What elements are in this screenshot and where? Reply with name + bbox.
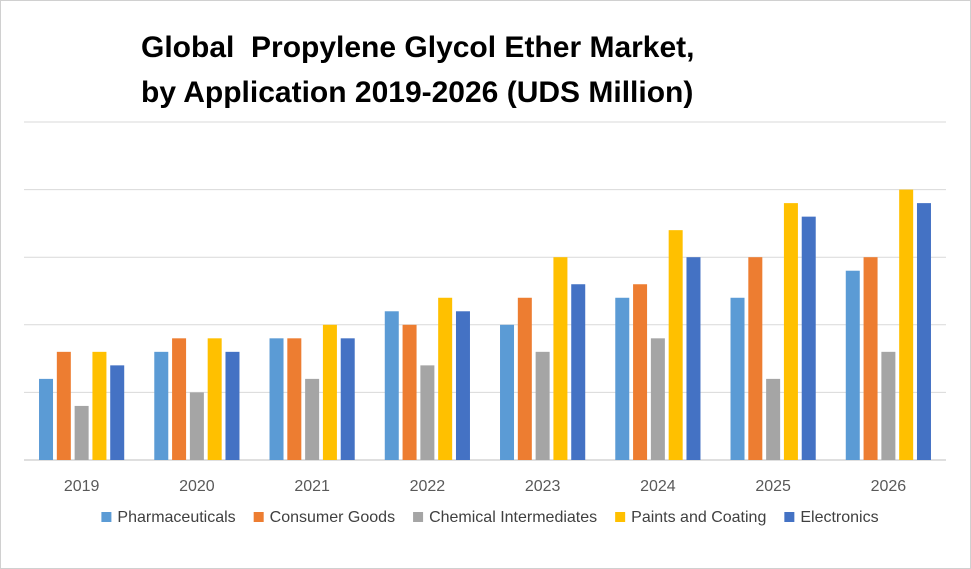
bar-chemical-intermediates-2026 (881, 351, 896, 460)
bar-pharmaceuticals-2026 (845, 270, 860, 460)
bar-electronics-2024 (686, 257, 701, 460)
bar-paints-and-coating-2026 (899, 189, 914, 460)
x-tick-label: 2023 (525, 478, 561, 495)
bar-chemical-intermediates-2020 (189, 392, 204, 460)
bar-electronics-2025 (801, 216, 816, 460)
bar-pharmaceuticals-2022 (384, 311, 399, 460)
bar-pharmaceuticals-2020 (154, 351, 169, 460)
bar-chemical-intermediates-2023 (535, 351, 550, 460)
bar-chemical-intermediates-2025 (766, 378, 781, 460)
bar-chemical-intermediates-2024 (650, 338, 665, 460)
bar-electronics-2019 (110, 365, 125, 460)
bar-consumer-goods-2021 (287, 338, 302, 460)
x-tick-label: 2019 (64, 478, 100, 495)
bar-consumer-goods-2019 (56, 351, 71, 460)
bar-paints-and-coating-2020 (207, 338, 222, 460)
legend-swatch (784, 512, 795, 522)
chart-title-line-2: by Application 2019-2026 (UDS Million) (141, 76, 694, 109)
bar-paints-and-coating-2019 (92, 351, 107, 460)
bar-chemical-intermediates-2022 (420, 365, 435, 460)
x-tick-label: 2024 (640, 478, 676, 495)
bar-electronics-2026 (916, 203, 931, 460)
legend-swatch (615, 512, 626, 522)
bar-electronics-2021 (340, 338, 355, 460)
bar-pharmaceuticals-2025 (730, 297, 745, 460)
x-tick-label: 2026 (871, 478, 907, 495)
x-tick-label: 2020 (179, 478, 215, 495)
bar-pharmaceuticals-2024 (615, 297, 630, 460)
bar-consumer-goods-2025 (748, 257, 763, 460)
chart-title: Global Propylene Glycol Ether Market, by… (141, 25, 841, 115)
legend-swatch (101, 512, 112, 522)
bar-pharmaceuticals-2023 (500, 324, 515, 460)
bar-electronics-2023 (571, 284, 586, 460)
bar-electronics-2022 (455, 311, 470, 460)
bar-chemical-intermediates-2021 (305, 378, 320, 460)
legend-label: Pharmaceuticals (117, 509, 235, 526)
legend-label: Electronics (800, 509, 878, 526)
legend-swatch (253, 512, 264, 522)
legend-label: Consumer Goods (270, 509, 395, 526)
bar-paints-and-coating-2023 (553, 257, 568, 460)
bar-paints-and-coating-2024 (668, 230, 683, 460)
bar-pharmaceuticals-2019 (39, 378, 54, 460)
bar-pharmaceuticals-2021 (269, 338, 284, 460)
chart-title-line-1: Global Propylene Glycol Ether Market, (141, 31, 695, 64)
bar-consumer-goods-2023 (517, 297, 532, 460)
bar-consumer-goods-2024 (633, 284, 648, 460)
legend-label: Paints and Coating (631, 509, 766, 526)
legend-label: Chemical Intermediates (429, 509, 597, 526)
bar-electronics-2020 (225, 351, 240, 460)
bar-consumer-goods-2020 (172, 338, 187, 460)
legend-swatch (413, 512, 424, 522)
x-tick-label: 2022 (410, 478, 446, 495)
bar-paints-and-coating-2025 (783, 203, 798, 460)
bar-paints-and-coating-2022 (438, 297, 453, 460)
x-tick-label: 2021 (294, 478, 330, 495)
bar-chemical-intermediates-2019 (74, 405, 89, 460)
bar-consumer-goods-2026 (863, 257, 878, 460)
bar-paints-and-coating-2021 (322, 324, 337, 460)
bar-consumer-goods-2022 (402, 324, 417, 460)
x-tick-label: 2025 (755, 478, 791, 495)
